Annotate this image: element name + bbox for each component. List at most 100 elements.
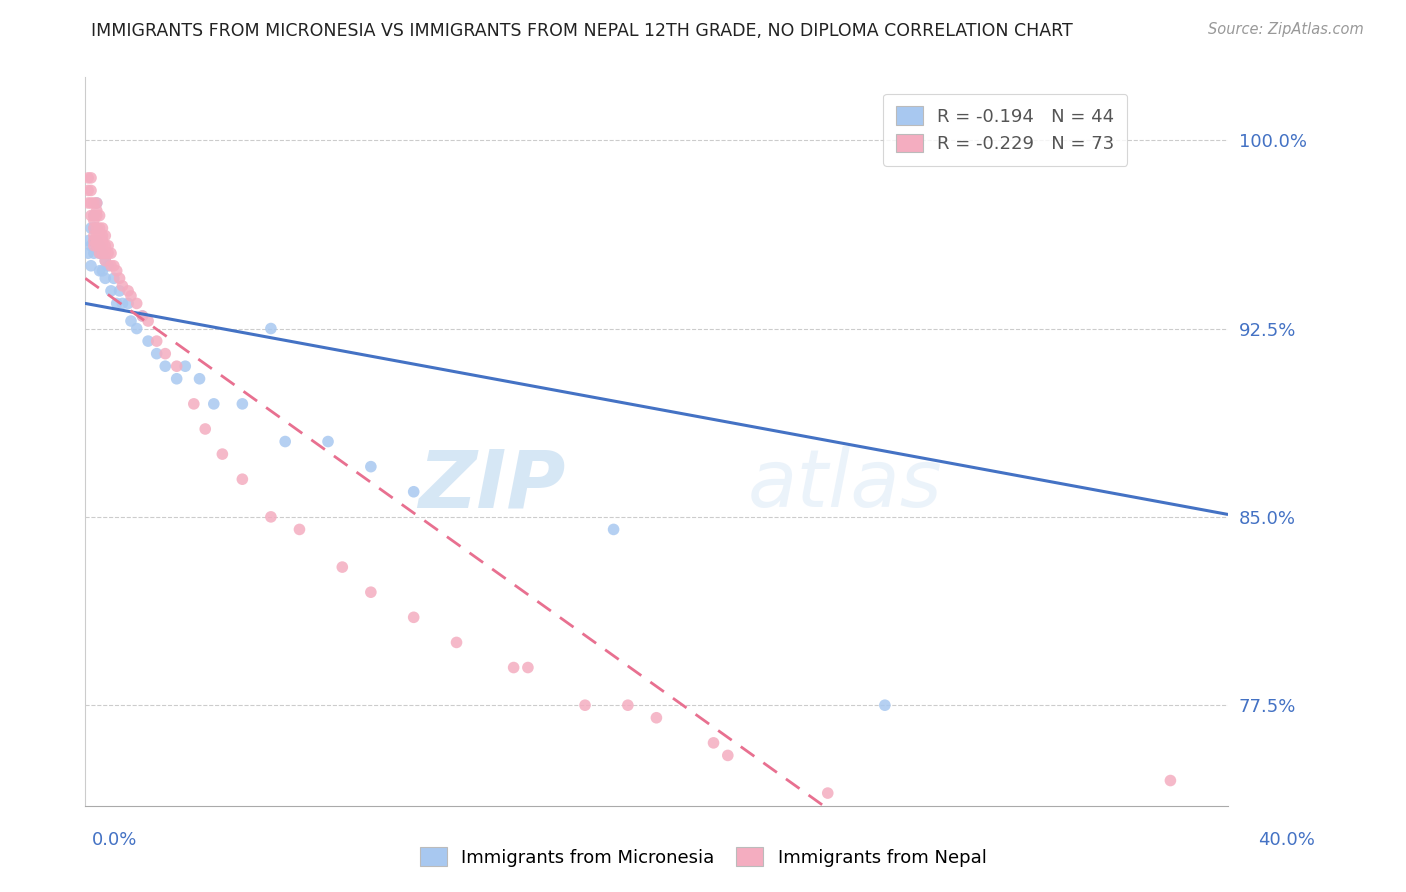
- Point: [100, 246, 122, 260]
- Point: [125, 321, 148, 335]
- Point: [211, 447, 233, 461]
- Point: [108, 284, 131, 298]
- Point: [94, 238, 117, 252]
- Point: [89, 246, 111, 260]
- Point: [873, 698, 896, 713]
- Text: 40.0%: 40.0%: [1258, 831, 1315, 849]
- Point: [274, 434, 297, 449]
- Point: [131, 309, 153, 323]
- Point: [97, 238, 120, 252]
- Point: [105, 264, 128, 278]
- Point: [145, 334, 167, 348]
- Point: [83, 228, 105, 243]
- Point: [77, 183, 100, 197]
- Point: [94, 253, 117, 268]
- Point: [94, 253, 117, 268]
- Point: [931, 836, 953, 850]
- Legend: R = -0.194   N = 44, R = -0.229   N = 73: R = -0.194 N = 44, R = -0.229 N = 73: [883, 94, 1128, 166]
- Point: [105, 296, 128, 310]
- Text: IMMIGRANTS FROM MICRONESIA VS IMMIGRANTS FROM NEPAL 12TH GRADE, NO DIPLOMA CORRE: IMMIGRANTS FROM MICRONESIA VS IMMIGRANTS…: [91, 22, 1073, 40]
- Point: [80, 259, 103, 273]
- Point: [86, 234, 108, 248]
- Point: [94, 246, 117, 260]
- Point: [617, 698, 640, 713]
- Point: [89, 238, 111, 252]
- Point: [166, 372, 188, 386]
- Point: [86, 196, 108, 211]
- Point: [80, 209, 103, 223]
- Point: [402, 610, 425, 624]
- Point: [97, 246, 120, 260]
- Point: [108, 271, 131, 285]
- Point: [91, 264, 114, 278]
- Point: [80, 183, 103, 197]
- Point: [89, 238, 111, 252]
- Point: [120, 289, 142, 303]
- Point: [136, 334, 159, 348]
- Point: [602, 523, 624, 537]
- Point: [89, 209, 111, 223]
- Point: [183, 397, 205, 411]
- Point: [360, 585, 382, 599]
- Point: [91, 221, 114, 235]
- Point: [288, 523, 311, 537]
- Point: [360, 459, 382, 474]
- Point: [817, 786, 839, 800]
- Text: Source: ZipAtlas.com: Source: ZipAtlas.com: [1208, 22, 1364, 37]
- Text: 0.0%: 0.0%: [91, 831, 136, 849]
- Point: [83, 221, 105, 235]
- Point: [83, 196, 105, 211]
- Point: [89, 234, 111, 248]
- Point: [260, 509, 283, 524]
- Point: [86, 238, 108, 252]
- Point: [86, 203, 108, 218]
- Point: [174, 359, 197, 374]
- Point: [77, 246, 100, 260]
- Point: [86, 221, 108, 235]
- Point: [83, 213, 105, 227]
- Point: [516, 660, 538, 674]
- Point: [77, 234, 100, 248]
- Point: [166, 359, 188, 374]
- Point: [402, 484, 425, 499]
- Point: [80, 170, 103, 185]
- Point: [86, 221, 108, 235]
- Point: [111, 278, 134, 293]
- Point: [155, 346, 177, 360]
- Point: [502, 660, 524, 674]
- Point: [83, 246, 105, 260]
- Legend: Immigrants from Micronesia, Immigrants from Nepal: Immigrants from Micronesia, Immigrants f…: [412, 840, 994, 874]
- Point: [100, 284, 122, 298]
- Point: [89, 246, 111, 260]
- Point: [80, 221, 103, 235]
- Point: [77, 170, 100, 185]
- Point: [83, 221, 105, 235]
- Point: [316, 434, 339, 449]
- Point: [702, 736, 724, 750]
- Point: [188, 372, 211, 386]
- Point: [100, 259, 122, 273]
- Point: [89, 221, 111, 235]
- Point: [136, 314, 159, 328]
- Point: [1159, 773, 1181, 788]
- Point: [125, 296, 148, 310]
- Point: [717, 748, 740, 763]
- Point: [97, 259, 120, 273]
- Point: [645, 711, 668, 725]
- Point: [260, 321, 283, 335]
- Point: [83, 209, 105, 223]
- Point: [446, 635, 468, 649]
- Point: [86, 234, 108, 248]
- Point: [117, 296, 139, 310]
- Point: [103, 259, 125, 273]
- Point: [86, 228, 108, 243]
- Point: [120, 314, 142, 328]
- Point: [202, 397, 225, 411]
- Point: [231, 397, 253, 411]
- Point: [155, 359, 177, 374]
- Point: [80, 196, 103, 211]
- Point: [91, 246, 114, 260]
- Point: [145, 346, 167, 360]
- Point: [1074, 887, 1097, 892]
- Point: [83, 238, 105, 252]
